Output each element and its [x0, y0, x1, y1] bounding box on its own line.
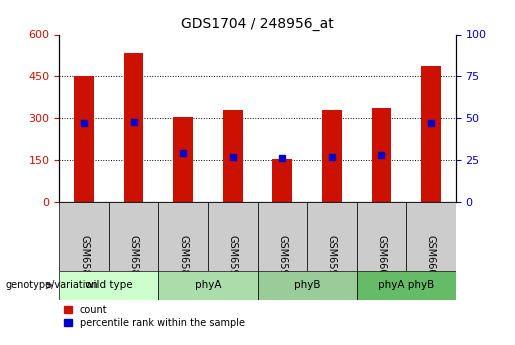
Text: GSM65896: GSM65896	[79, 235, 89, 288]
Bar	[356, 271, 456, 300]
Bar	[258, 271, 356, 300]
Text: GSM65904: GSM65904	[277, 235, 287, 288]
Text: GSM65897: GSM65897	[129, 235, 139, 288]
Bar	[356, 202, 406, 271]
Bar	[258, 202, 307, 271]
Text: GSM65902: GSM65902	[228, 235, 238, 288]
Bar	[371, 108, 391, 202]
Bar	[322, 110, 342, 202]
Text: phyB: phyB	[294, 280, 320, 290]
Bar	[173, 117, 193, 202]
Bar	[307, 202, 356, 271]
Bar	[208, 202, 258, 271]
Bar	[421, 66, 441, 202]
Legend: count, percentile rank within the sample: count, percentile rank within the sample	[64, 305, 245, 328]
Text: GSM66029: GSM66029	[376, 235, 386, 288]
Text: phyA phyB: phyA phyB	[378, 280, 434, 290]
Bar	[109, 202, 159, 271]
Text: wild type: wild type	[85, 280, 132, 290]
Bar	[159, 202, 208, 271]
Text: GSM66030: GSM66030	[426, 235, 436, 288]
Bar	[406, 202, 456, 271]
Bar	[59, 202, 109, 271]
Bar	[272, 159, 292, 202]
Text: phyA: phyA	[195, 280, 221, 290]
Text: GSM65910: GSM65910	[327, 235, 337, 288]
Bar	[59, 271, 159, 300]
Bar	[159, 271, 258, 300]
Text: GSM65898: GSM65898	[178, 235, 188, 288]
Bar	[124, 53, 144, 202]
Title: GDS1704 / 248956_at: GDS1704 / 248956_at	[181, 17, 334, 31]
Bar	[74, 76, 94, 202]
Bar	[223, 110, 243, 202]
Text: genotype/variation: genotype/variation	[5, 280, 98, 290]
